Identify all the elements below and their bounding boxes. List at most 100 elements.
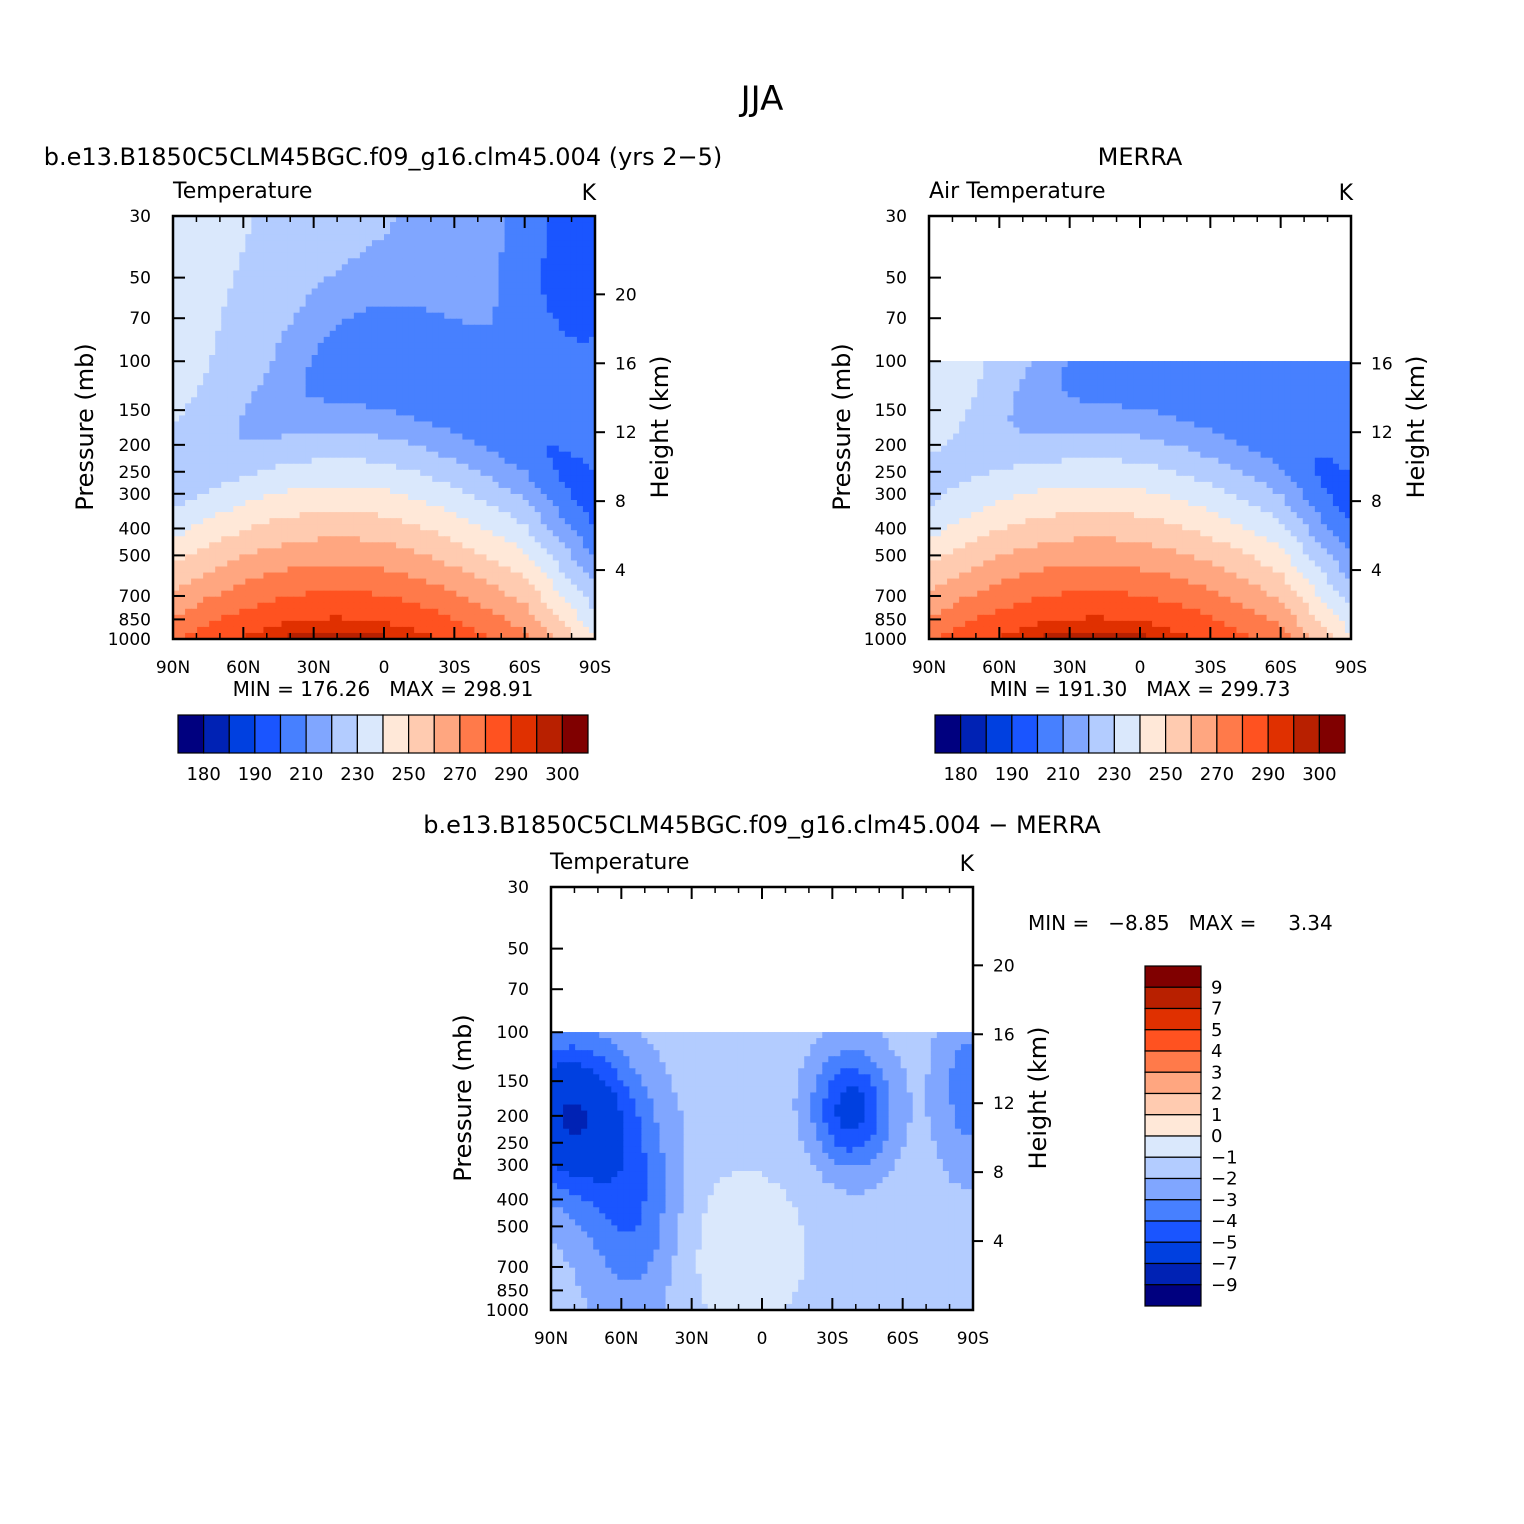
- contour-cell: [552, 282, 560, 290]
- y-tick-label: 150: [119, 401, 151, 421]
- contour-cell: [534, 312, 542, 320]
- contour-cell: [347, 481, 355, 489]
- contour-cell: [510, 409, 518, 417]
- contour-cell: [311, 270, 319, 278]
- contour-cell: [456, 457, 463, 465]
- contour-cell: [281, 500, 289, 507]
- contour-cell: [305, 240, 313, 247]
- contour-cell: [498, 288, 506, 296]
- contour-cell: [209, 566, 216, 574]
- contour-cell: [323, 469, 331, 477]
- contour-cell: [269, 602, 277, 610]
- contour-cell: [384, 342, 391, 350]
- contour-cell: [576, 554, 584, 562]
- contour-cell: [498, 330, 506, 338]
- contour-cell: [281, 566, 289, 574]
- contour-cell: [179, 324, 186, 332]
- contour-cell: [341, 324, 349, 332]
- contour-cell: [335, 385, 343, 392]
- contour-cell: [293, 590, 301, 598]
- contour-cell: [215, 391, 222, 398]
- contour-cell: [456, 500, 463, 507]
- contour-cell: [480, 632, 488, 640]
- contour-cell: [462, 590, 469, 598]
- contour-cell: [359, 234, 367, 241]
- contour-cell: [209, 475, 216, 483]
- contour-cell: [492, 228, 500, 235]
- contour-cell: [227, 487, 234, 495]
- contour-cell: [329, 518, 337, 525]
- contour-cell: [179, 276, 186, 284]
- contour-cell: [215, 457, 222, 465]
- contour-cell: [522, 270, 530, 278]
- contour-cell: [432, 385, 439, 392]
- contour-cell: [432, 560, 439, 568]
- contour-cell: [239, 572, 246, 580]
- contour-cell: [390, 312, 397, 320]
- contour-cell: [438, 216, 445, 223]
- contour-cell: [486, 421, 494, 429]
- contour-cell: [191, 457, 198, 465]
- contour-cell: [468, 560, 476, 568]
- contour-cell: [275, 602, 283, 610]
- contour-cell: [185, 548, 192, 555]
- contour-cell: [534, 409, 542, 417]
- contour-cell: [468, 373, 476, 380]
- contour-cell: [251, 518, 258, 525]
- contour-cell: [281, 445, 289, 453]
- contour-cell: [522, 500, 530, 507]
- contour-cell: [486, 222, 494, 229]
- contour-cell: [353, 518, 361, 525]
- contour-cell: [293, 469, 301, 477]
- contour-cell: [570, 324, 578, 332]
- contour-cell: [185, 584, 192, 592]
- contour-cell: [365, 403, 373, 410]
- contour-cell: [341, 475, 349, 483]
- contour-cell: [233, 385, 240, 392]
- contour-cell: [329, 493, 337, 501]
- contour-cell: [335, 584, 343, 592]
- contour-cell: [420, 481, 427, 489]
- contour-cell: [209, 354, 216, 362]
- contour-cell: [480, 288, 488, 296]
- contour-cell: [414, 300, 421, 308]
- contour-cell: [462, 463, 469, 471]
- contour-cell: [528, 282, 536, 290]
- contour-cell: [582, 548, 590, 555]
- contour-cell: [293, 457, 301, 465]
- contour-cell: [221, 318, 228, 326]
- contour-cell: [486, 578, 494, 586]
- contour-cell: [221, 348, 228, 356]
- contour-cell: [504, 481, 512, 489]
- contour-cell: [456, 481, 463, 489]
- contour-cell: [305, 608, 313, 616]
- contour-cell: [179, 421, 186, 429]
- contour-cell: [341, 282, 349, 290]
- contour-cell: [420, 354, 427, 362]
- contour-cell: [546, 385, 554, 392]
- contour-cell: [335, 632, 343, 640]
- contour-cell: [269, 566, 277, 574]
- contour-cell: [191, 614, 198, 622]
- contour-cell: [384, 348, 391, 356]
- contour-cell: [486, 566, 494, 574]
- contour-cell: [353, 463, 361, 471]
- contour-cell: [480, 240, 488, 247]
- contour-cell: [329, 240, 337, 247]
- contour-cell: [317, 560, 325, 568]
- contour-cell: [504, 252, 512, 259]
- contour-cell: [371, 512, 379, 519]
- contour-cell: [444, 397, 451, 404]
- contour-cell: [353, 451, 361, 459]
- contour-cell: [281, 240, 289, 247]
- contour-cell: [221, 590, 228, 598]
- contour-cell: [299, 548, 307, 555]
- contour-cell: [588, 596, 596, 604]
- contour-cell: [528, 240, 536, 247]
- contour-cell: [335, 542, 343, 549]
- contour-cell: [510, 524, 518, 531]
- contour-cell: [498, 300, 506, 308]
- contour-cell: [576, 608, 584, 616]
- contour-cell: [390, 385, 397, 392]
- contour-cell: [534, 626, 542, 634]
